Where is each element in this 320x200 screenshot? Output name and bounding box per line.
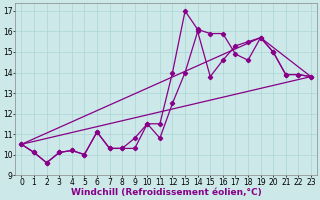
X-axis label: Windchill (Refroidissement éolien,°C): Windchill (Refroidissement éolien,°C) [71, 188, 261, 197]
